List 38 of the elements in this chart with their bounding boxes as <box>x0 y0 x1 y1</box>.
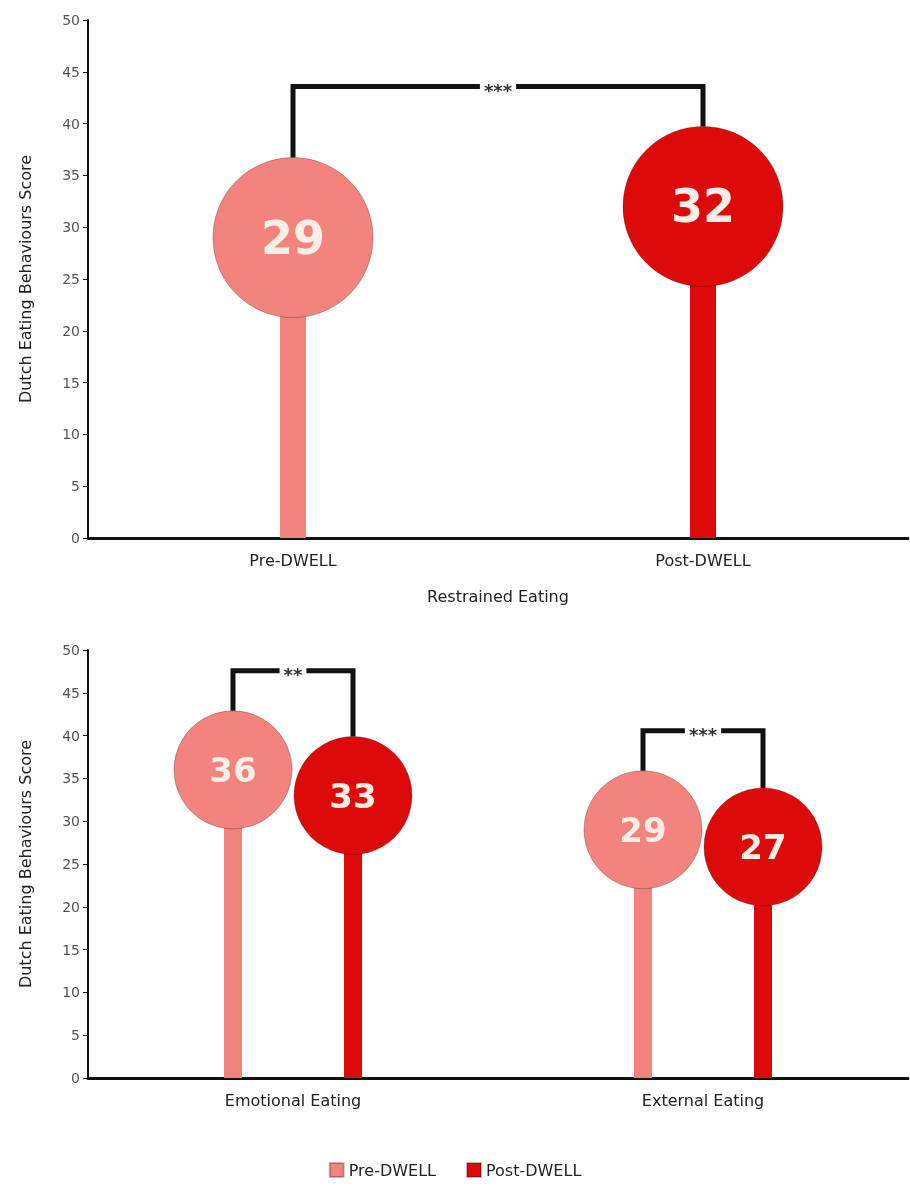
annotation: *** <box>688 724 718 746</box>
y-tick-label: 45 <box>62 63 80 80</box>
x-tick-label: External Eating <box>641 1090 765 1110</box>
x-tick-label: Emotional Eating <box>224 1090 362 1110</box>
data-label: 33 <box>329 775 377 816</box>
y-tick-label: 25 <box>62 856 80 872</box>
y-tick-label: 40 <box>62 727 80 744</box>
y-tick-label: 30 <box>62 219 80 236</box>
y-tick-label: 50 <box>62 12 80 28</box>
annotation: ** <box>283 664 303 686</box>
y-tick-label: 10 <box>62 984 80 1001</box>
y-tick-label: 45 <box>62 684 80 701</box>
y-tick-label: 25 <box>62 271 80 287</box>
x-axis-title: Restrained Eating <box>427 586 569 606</box>
data-label: 27 <box>739 826 787 867</box>
y-tick-label: 35 <box>62 770 80 787</box>
y-axis-title: Dutch Eating Behaviours Score <box>15 154 35 404</box>
y-tick-label: 5 <box>71 1027 80 1044</box>
y-tick-label: 20 <box>62 322 80 339</box>
y-tick-label: 0 <box>71 1070 80 1086</box>
y-tick-label: 35 <box>62 167 80 184</box>
y-tick-label: 10 <box>62 426 80 443</box>
data-label: 32 <box>670 179 736 234</box>
y-tick-label: 15 <box>62 941 80 958</box>
y-tick-label: 20 <box>62 898 80 915</box>
y-tick-label: 30 <box>62 813 80 830</box>
y-tick-label: 50 <box>62 642 80 658</box>
y-tick-label: 40 <box>62 115 80 132</box>
legend-label: Pre-DWELL <box>348 1160 437 1180</box>
annotation: *** <box>483 79 513 101</box>
y-tick-label: 5 <box>71 478 80 495</box>
y-tick-label: 0 <box>71 530 80 546</box>
legend-label: Post-DWELL <box>485 1160 582 1180</box>
data-label: 29 <box>260 210 326 265</box>
data-label: 29 <box>619 809 667 850</box>
data-label: 36 <box>209 749 257 790</box>
y-tick-label: 15 <box>62 374 80 391</box>
y-axis-title: Dutch Eating Behaviours Score <box>15 739 35 989</box>
